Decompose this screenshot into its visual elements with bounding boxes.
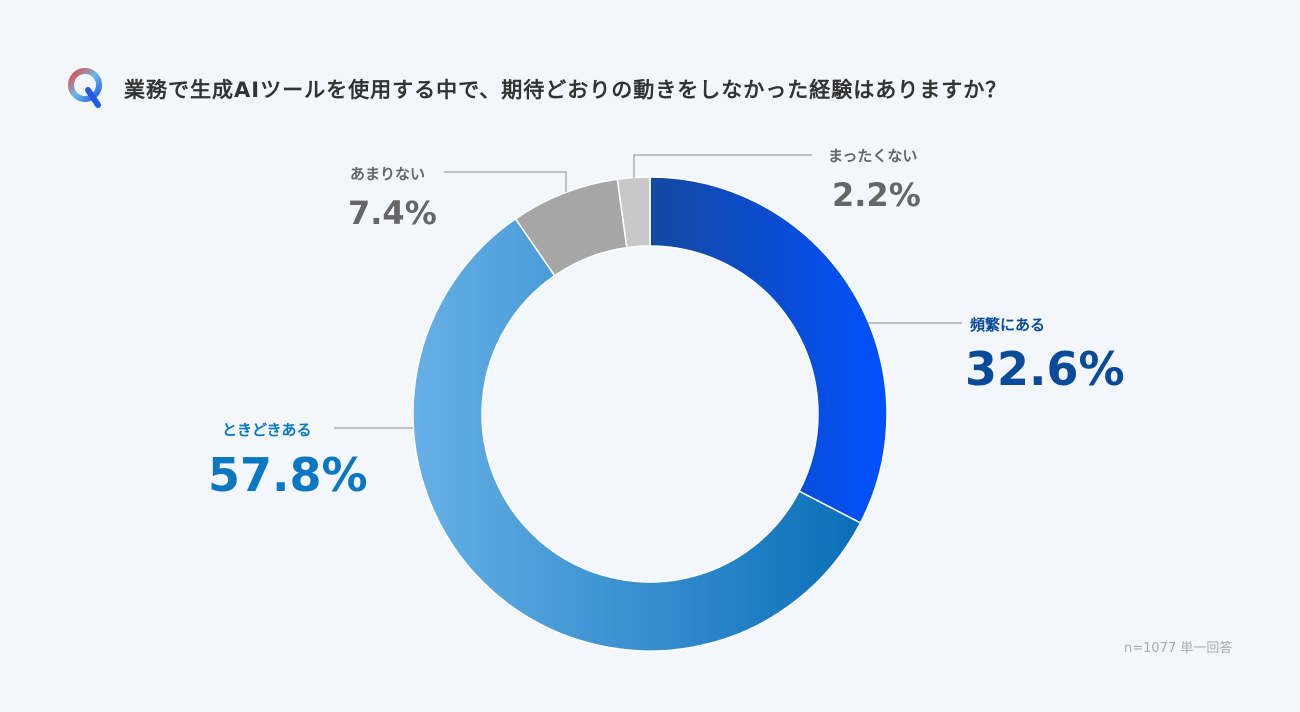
value-never: 2.2% xyxy=(832,176,921,214)
label-never: まったくない xyxy=(828,147,918,165)
sample-note: n=1077 単一回答 xyxy=(1124,641,1233,656)
value-sometimes: 57.8% xyxy=(208,448,368,502)
value-frequent: 32.6% xyxy=(965,342,1125,396)
question-title: 業務で生成AIツールを使用する中で、期待どおりの動きをしなかった経験はありますか… xyxy=(124,78,1008,102)
slice-sometimes xyxy=(412,217,862,652)
value-rarely: 7.4% xyxy=(348,194,437,232)
slice-frequent xyxy=(649,176,888,524)
leader-line-never xyxy=(633,154,812,178)
label-rarely: あまりない xyxy=(350,165,426,183)
label-sometimes: ときどきある xyxy=(222,421,312,439)
label-frequent: 頻繁にある xyxy=(970,316,1046,334)
slice-never xyxy=(616,176,651,249)
leader-line-rarely xyxy=(444,171,567,192)
q-icon xyxy=(68,68,102,108)
